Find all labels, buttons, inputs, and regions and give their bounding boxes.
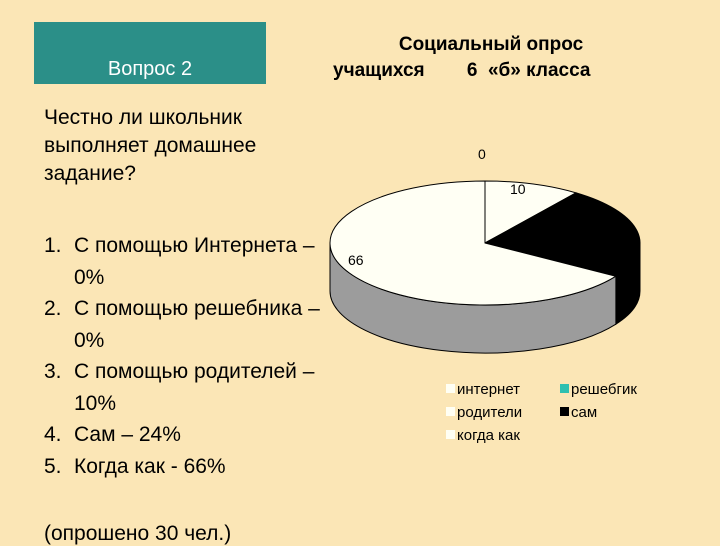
legend-item-self: сам bbox=[560, 403, 597, 423]
legend-swatch-internet bbox=[446, 384, 455, 393]
data-label-parents: 10 bbox=[510, 181, 526, 197]
legend-item-sometimes: когда как bbox=[446, 426, 520, 446]
answer-text: Сам – 24% bbox=[74, 423, 181, 446]
pie-slice-parents bbox=[484, 180, 578, 244]
data-label-sometimes: 66 bbox=[348, 252, 364, 268]
answer-item: 1. С помощью Интернета – 0% bbox=[44, 230, 334, 293]
answer-text: С помощью решебника – 0% bbox=[74, 297, 320, 352]
data-label-internet: 0 bbox=[478, 146, 486, 162]
chart-title-line-1: Социальный опрос bbox=[398, 34, 584, 55]
chart-title: Социальный опрос учащихся 6 «б» класса bbox=[318, 32, 648, 84]
legend-swatch-parents bbox=[446, 407, 455, 416]
legend-label-sometimes: когда как bbox=[457, 427, 520, 444]
legend-swatch-reshebnik bbox=[560, 384, 569, 393]
respondent-count-note: (опрошено 30 чел.) bbox=[44, 522, 232, 545]
legend-label-internet: интернет bbox=[457, 381, 521, 398]
answer-number: 2. bbox=[44, 297, 62, 320]
answer-number: 1. bbox=[44, 234, 62, 257]
answer-text: С помощью Интернета – 0% bbox=[74, 234, 315, 289]
answer-number: 4. bbox=[44, 423, 62, 446]
legend-item-internet: интернет bbox=[446, 380, 520, 400]
question-number-box: Вопрос 2 bbox=[34, 22, 266, 84]
legend-swatch-sometimes bbox=[446, 430, 455, 439]
question-number-label: Вопрос 2 bbox=[107, 58, 193, 80]
legend-swatch-self bbox=[560, 407, 569, 416]
legend-item-reshebnik: решебгик bbox=[560, 380, 637, 400]
answer-list: 1. С помощью Интернета – 0% 2. С помощью р… bbox=[44, 230, 334, 482]
answer-number: 3. bbox=[44, 360, 62, 383]
legend-item-parents: родители bbox=[446, 403, 522, 423]
chart-title-line-2: учащихся 6 «б» класса bbox=[333, 60, 591, 81]
answer-item: 2. С помощью решебника – 0% bbox=[44, 293, 334, 356]
answer-item: 5. Когда как - 66% bbox=[44, 451, 334, 483]
answer-text: С помощью родителей – 10% bbox=[74, 360, 315, 415]
answer-item: 3. С помощью родителей – 10% bbox=[44, 356, 334, 419]
question-text: Честно ли школьник выполняет домашнее за… bbox=[44, 106, 257, 185]
legend-label-self: сам bbox=[571, 404, 598, 421]
answer-number: 5. bbox=[44, 454, 62, 478]
answer-text: Когда как - 66% bbox=[74, 454, 226, 478]
answer-item: 4. Сам – 24% bbox=[44, 419, 334, 451]
pie-slice-self bbox=[483, 192, 641, 277]
pie-slice-sometimes bbox=[329, 180, 618, 306]
legend-label-parents: родители bbox=[457, 404, 523, 421]
legend-label-reshebnik: решебгик bbox=[571, 381, 637, 398]
